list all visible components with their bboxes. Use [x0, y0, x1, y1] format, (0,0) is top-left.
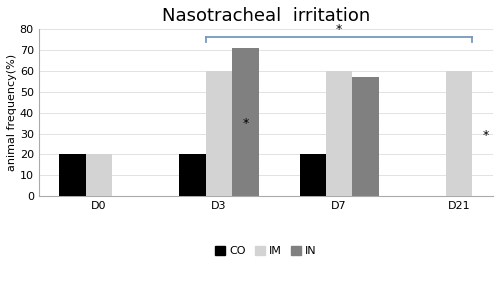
Text: *: * — [242, 117, 248, 130]
Text: *: * — [336, 23, 342, 36]
Bar — [232, 48, 258, 196]
Y-axis label: animal frequency(%): animal frequency(%) — [7, 54, 17, 171]
Title: Nasotracheal  irritation: Nasotracheal irritation — [162, 7, 370, 25]
Text: *: * — [482, 129, 488, 142]
Bar — [352, 77, 378, 196]
Bar — [60, 154, 86, 196]
Legend: CO, IM, IN: CO, IM, IN — [210, 242, 322, 261]
Bar — [326, 71, 352, 196]
Bar — [180, 154, 206, 196]
Bar — [446, 71, 472, 196]
Bar — [300, 154, 326, 196]
Bar — [206, 71, 233, 196]
Bar — [86, 154, 112, 196]
